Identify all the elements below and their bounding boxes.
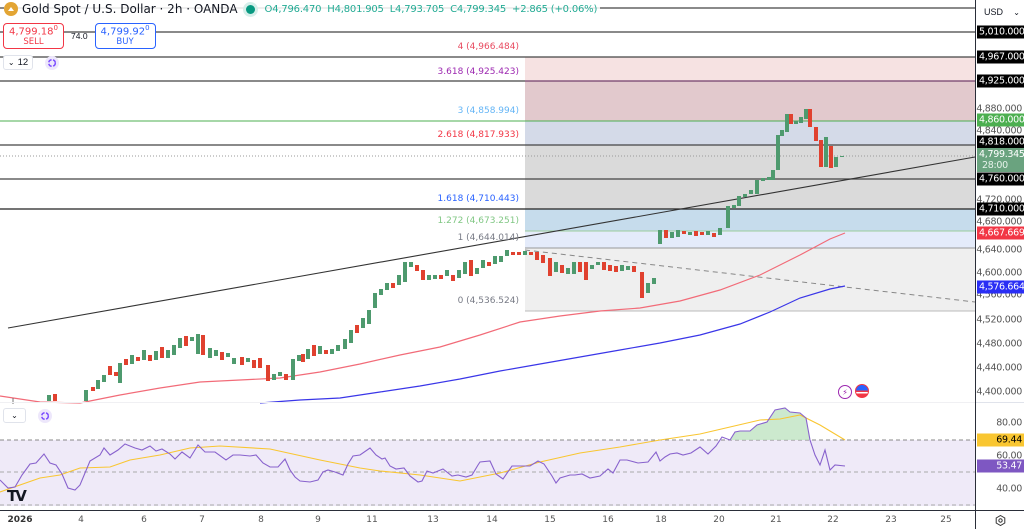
time-tick: 23 bbox=[885, 515, 897, 525]
price-axis[interactable]: USD ⌄ 4,880.000 4,840.000 4,720.000 4,68… bbox=[975, 0, 1024, 510]
fib-level-1: 1 (4,644.014) bbox=[457, 233, 519, 243]
trade-buttons: 4,799.180 SELL 74.0 4,799.920 BUY bbox=[3, 23, 156, 49]
price-label-4925: 4,925.000 bbox=[977, 74, 1024, 88]
buy-label: BUY bbox=[116, 36, 134, 47]
rsi-tick: 40.00 bbox=[996, 483, 1022, 495]
price-tick: 4,440.000 bbox=[976, 362, 1022, 374]
price-label-4818: 4,818.000 bbox=[977, 135, 1024, 149]
indicator-count: 12 bbox=[17, 57, 29, 68]
ohlc-change: +2.865 (+0.06%) bbox=[512, 3, 598, 15]
time-tick: 22 bbox=[827, 515, 839, 525]
time-tick: 9 bbox=[315, 515, 321, 525]
pane-separator[interactable] bbox=[976, 402, 1024, 403]
fib-level-1618: 1.618 (4,710.443) bbox=[437, 194, 519, 204]
price-label-4710: 4,710.000 bbox=[977, 202, 1024, 216]
time-tick: 15 bbox=[544, 515, 556, 525]
buy-price-pip: 0 bbox=[145, 24, 150, 33]
price-tick: 4,640.000 bbox=[976, 244, 1022, 256]
price-label-4967: 4,967.000 bbox=[977, 50, 1024, 64]
ohlc-values: O4,796.470 H4,801.905 L4,793.705 C4,799.… bbox=[265, 4, 601, 15]
ohlc-high: H4,801.905 bbox=[327, 3, 384, 15]
buy-price: 4,799.92 bbox=[100, 26, 146, 38]
sync-icon[interactable] bbox=[45, 56, 59, 70]
price-tick: 4,600.000 bbox=[976, 267, 1022, 279]
price-tick: 4,840.000 bbox=[976, 125, 1022, 137]
price-label-4860: 4,860.000 bbox=[977, 113, 1024, 127]
price-tick: 4,480.000 bbox=[976, 338, 1022, 350]
candles bbox=[12, 109, 844, 404]
rsi-value-label: 53.47 bbox=[977, 459, 1024, 473]
time-tick: 4 bbox=[78, 515, 84, 525]
rsi-tick: 80.00 bbox=[996, 417, 1022, 429]
price-tick: 4,520.000 bbox=[976, 314, 1022, 326]
time-tick: 7 bbox=[199, 515, 205, 525]
price-tick: 4,560.000 bbox=[976, 289, 1022, 301]
gear-icon bbox=[995, 514, 1005, 526]
chevron-down-icon: ⌄ bbox=[11, 411, 18, 420]
time-tick: 21 bbox=[770, 515, 782, 525]
chevron-down-icon: ⌄ bbox=[1013, 7, 1020, 17]
market-open-status-icon bbox=[245, 4, 255, 14]
fib-level-3618: 3.618 (4,925.423) bbox=[437, 67, 519, 77]
chevron-down-icon: ⌄ bbox=[7, 58, 15, 67]
time-tick: 18 bbox=[655, 515, 667, 525]
us-flag-event-icon[interactable] bbox=[855, 384, 869, 398]
price-label-4760: 4,760.000 bbox=[977, 172, 1024, 186]
time-tick: 20 bbox=[713, 515, 725, 525]
fib-level-1272: 1.272 (4,673.251) bbox=[437, 216, 519, 226]
price-tick: 4,720.000 bbox=[976, 194, 1022, 206]
ma-slow-label: 4,576.664 bbox=[977, 280, 1024, 294]
gold-logo-icon bbox=[4, 2, 18, 16]
price-label-5010: 5,010.000 bbox=[977, 25, 1024, 39]
sell-price-pip: 0 bbox=[53, 24, 58, 33]
chart-settings-button[interactable] bbox=[975, 510, 1024, 529]
last-price-value: 4,799.345 bbox=[979, 149, 1024, 160]
rsi-ma-label: 69.44 bbox=[977, 433, 1024, 447]
price-tick: 4,880.000 bbox=[976, 103, 1022, 115]
indicators-collapse-button[interactable]: ⌄ 12 bbox=[3, 55, 33, 70]
time-axis[interactable]: 2026 4 6 7 8 9 11 13 14 15 16 18 20 21 2… bbox=[0, 510, 975, 529]
rsi-collapse-button[interactable]: ⌄ bbox=[3, 408, 26, 423]
ohlc-open: O4,796.470 bbox=[264, 3, 322, 15]
sell-button[interactable]: 4,799.180 SELL bbox=[3, 23, 64, 49]
time-tick: 8 bbox=[258, 515, 264, 525]
ohlc-low: L4,793.705 bbox=[389, 3, 445, 15]
fib-level-0: 0 (4,536.524) bbox=[457, 296, 519, 306]
price-tick: 4,680.000 bbox=[976, 216, 1022, 228]
price-tick: 4,400.000 bbox=[976, 386, 1022, 398]
spread-value: 74.0 bbox=[71, 31, 88, 41]
time-tick: 13 bbox=[427, 515, 439, 525]
rsi-tick: 60.00 bbox=[996, 450, 1022, 462]
time-tick: 14 bbox=[486, 515, 498, 525]
currency-select[interactable]: USD ⌄ bbox=[980, 3, 1024, 21]
time-tick-year: 2026 bbox=[7, 515, 33, 525]
sell-price: 4,799.18 bbox=[9, 26, 54, 38]
fib-level-2618: 2.618 (4,817.933) bbox=[437, 130, 519, 140]
rsi-sync-icon[interactable] bbox=[38, 409, 52, 423]
lightning-event-icon[interactable]: ⚡ bbox=[838, 385, 852, 399]
chart-pane[interactable]: Gold Spot / U.S. Dollar · 2h · OANDA O4,… bbox=[0, 0, 975, 510]
bar-countdown: 28:00 bbox=[982, 160, 1008, 171]
ma-fast-label: 4,667.669 bbox=[977, 226, 1024, 240]
last-price-label: 4,799.345 28:00 bbox=[977, 148, 1024, 172]
symbol-title[interactable]: Gold Spot / U.S. Dollar · 2h · OANDA bbox=[22, 2, 238, 16]
sell-label: SELL bbox=[23, 36, 44, 47]
time-tick: 16 bbox=[602, 515, 614, 525]
price-chart-canvas[interactable] bbox=[0, 0, 975, 510]
time-tick: 6 bbox=[141, 515, 147, 525]
buy-button[interactable]: 4,799.920 BUY bbox=[94, 23, 156, 49]
fib-level-3: 3 (4,858.994) bbox=[457, 106, 519, 116]
ohlc-close: C4,799.345 bbox=[450, 3, 507, 15]
fib-level-4: 4 (4,966.484) bbox=[457, 42, 519, 52]
tradingview-logo-icon[interactable]: TV bbox=[7, 487, 27, 505]
currency-label: USD bbox=[984, 7, 1004, 17]
time-tick: 11 bbox=[366, 515, 378, 525]
time-tick: 25 bbox=[940, 515, 952, 525]
symbol-header: Gold Spot / U.S. Dollar · 2h · OANDA O4,… bbox=[4, 2, 601, 16]
